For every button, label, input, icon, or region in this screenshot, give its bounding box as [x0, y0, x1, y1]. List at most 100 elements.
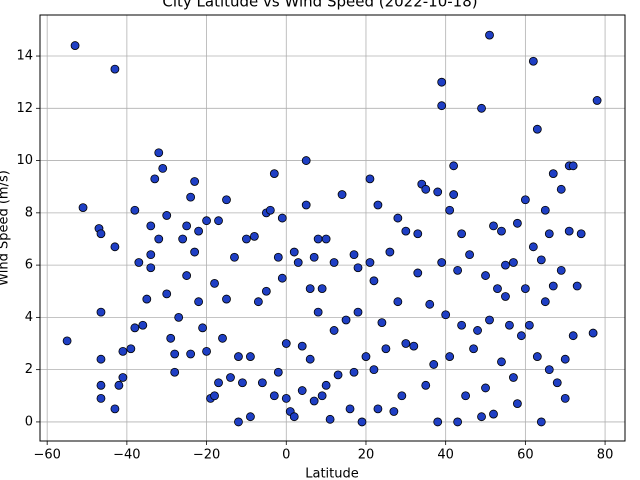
point: [548, 281, 558, 291]
point: [138, 320, 148, 330]
point: [162, 289, 172, 299]
point: [305, 284, 315, 294]
point: [234, 417, 243, 427]
point: [485, 30, 494, 40]
point: [170, 367, 180, 377]
point: [146, 263, 156, 273]
point: [281, 339, 291, 348]
point: [202, 216, 211, 226]
point: [96, 393, 106, 403]
y-tick-label: 0: [25, 414, 33, 429]
point: [118, 346, 128, 356]
point: [477, 103, 486, 113]
point: [421, 380, 431, 390]
x-tick-label: 40: [437, 448, 454, 463]
point: [170, 349, 180, 359]
point: [437, 77, 447, 87]
point: [190, 177, 200, 186]
point: [190, 247, 200, 257]
point: [369, 276, 379, 286]
point: [317, 284, 327, 294]
point: [96, 380, 106, 390]
point: [321, 380, 331, 390]
point: [325, 414, 335, 424]
point: [457, 320, 467, 330]
point: [234, 352, 243, 361]
point: [194, 297, 204, 307]
point: [457, 229, 467, 239]
point: [289, 247, 299, 257]
point: [214, 216, 223, 226]
point: [277, 273, 287, 283]
x-tick-label: −20: [193, 448, 220, 463]
point: [576, 229, 586, 239]
point: [445, 205, 455, 215]
point: [309, 396, 319, 406]
point: [373, 200, 383, 210]
point: [166, 333, 176, 343]
point: [313, 234, 323, 244]
point: [385, 247, 395, 257]
point: [528, 56, 538, 66]
point: [194, 226, 204, 236]
point: [345, 404, 355, 414]
point: [110, 64, 120, 74]
point: [425, 299, 435, 309]
point: [114, 380, 124, 390]
point: [238, 378, 247, 388]
point: [429, 360, 439, 369]
point: [337, 190, 347, 199]
x-tick-label: −60: [33, 448, 60, 463]
point: [265, 205, 275, 215]
y-tick-label: 2: [25, 362, 33, 377]
point: [341, 315, 351, 325]
point: [182, 271, 192, 280]
x-tick-label: 0: [282, 448, 290, 463]
point: [505, 320, 514, 330]
point: [353, 307, 363, 317]
point: [110, 242, 120, 252]
point: [261, 286, 271, 296]
point: [333, 370, 343, 380]
point: [413, 229, 423, 239]
chart-title: City Latitude vs Wind Speed (2022-10-18): [162, 0, 477, 11]
point: [469, 344, 478, 354]
point: [453, 265, 463, 275]
point: [373, 404, 383, 414]
point: [588, 328, 598, 338]
point: [493, 284, 502, 294]
point: [544, 229, 554, 239]
x-axis-label: Latitude: [305, 467, 359, 480]
point: [509, 373, 518, 382]
y-tick-label: 10: [16, 153, 33, 168]
point: [110, 404, 120, 414]
point: [309, 252, 319, 262]
point: [552, 378, 562, 388]
point: [150, 174, 160, 184]
point: [293, 258, 303, 267]
point: [130, 205, 140, 215]
point: [210, 391, 219, 401]
point: [481, 271, 490, 280]
y-tick-label: 8: [25, 205, 33, 220]
point: [269, 169, 279, 179]
point: [277, 213, 287, 223]
point: [520, 284, 530, 294]
point: [242, 234, 251, 244]
point: [433, 187, 443, 197]
point: [317, 391, 327, 401]
point: [313, 307, 323, 317]
point: [198, 323, 207, 333]
plot-frame: [39, 14, 626, 442]
point: [186, 349, 196, 359]
point: [437, 101, 447, 111]
point: [477, 412, 486, 422]
x-tick-label: 80: [597, 448, 614, 463]
point: [273, 367, 283, 377]
point: [445, 352, 455, 361]
point: [301, 156, 311, 165]
point: [497, 226, 506, 236]
point: [202, 346, 211, 356]
point: [118, 373, 128, 382]
point: [154, 234, 164, 244]
